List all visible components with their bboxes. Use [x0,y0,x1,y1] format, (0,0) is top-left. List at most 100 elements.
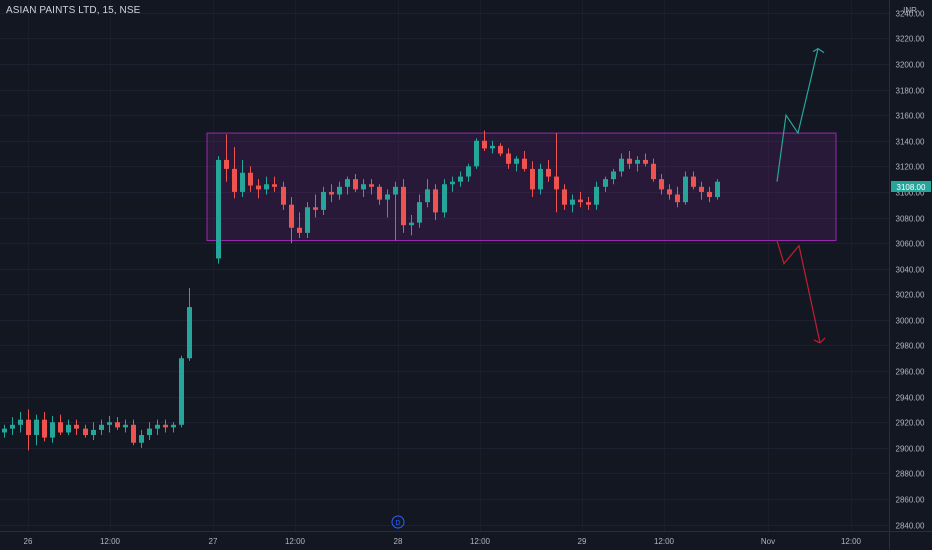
candle [594,181,599,210]
candle [240,159,245,198]
candle-body [603,179,608,187]
candle [490,140,495,154]
candle [562,184,567,210]
candle [345,176,350,195]
dividend-marker[interactable]: D [391,515,405,529]
candle-body [329,191,334,195]
candle-body [297,227,302,233]
candle [91,422,96,441]
last-price-label: 3108.00 [897,183,926,192]
candle-body [58,422,63,433]
candle-body [187,307,192,359]
candle-body [522,158,527,169]
candle [683,171,688,205]
candle-body [514,158,519,164]
candle-body [115,422,120,428]
y-tick-label: 2960.00 [896,368,925,377]
candle [603,176,608,192]
y-tick-label: 3000.00 [896,317,925,326]
y-tick-label: 3100.00 [896,189,925,198]
candle [546,159,551,182]
candle [699,181,704,200]
candle-body [554,176,559,190]
candle [50,415,55,443]
candle-body [377,186,382,200]
candle [377,184,382,205]
grid-lines [0,13,889,526]
candle-body [466,166,471,177]
y-tick-label: 3020.00 [896,291,925,300]
candle [425,179,430,208]
candle [187,287,192,361]
candle [139,429,144,448]
candle-body [139,435,144,443]
candle-body [611,171,616,180]
candle [466,163,471,182]
candle-body [627,158,632,164]
candle-body [18,419,23,425]
x-tick-label: 12:00 [841,537,862,546]
candle-body [74,424,79,429]
y-tick-label: 2880.00 [896,470,925,479]
candle [163,419,168,433]
candle-body [2,428,7,433]
candle-body [289,204,294,228]
price-axis[interactable]: INR 2840.00 2860.00 2880.00 2900.00 2920.00 2… [896,6,925,531]
candle-body [498,145,503,154]
candle-body [248,172,253,186]
y-tick-label: 2940.00 [896,394,925,403]
candle [675,186,680,208]
candle-body [34,419,39,436]
y-tick-label: 3180.00 [896,87,925,96]
candle-body [409,222,414,226]
candle [482,130,487,151]
projection-up-line[interactable] [776,48,819,182]
x-tick-label: 12:00 [100,537,121,546]
candle-body [107,422,112,425]
projection-layer [776,47,826,344]
candle-body [635,159,640,164]
candle-body [474,140,479,167]
candle-body [321,191,326,210]
candle-body [99,424,104,430]
dividend-marker-label: D [395,520,400,527]
candle-body [578,199,583,203]
candle [538,163,543,195]
candle-body [123,424,128,428]
candle-body [281,186,286,205]
symbol-title: ASIAN PAINTS LTD, 15, NSE [6,5,141,16]
candle [58,414,63,436]
candle-body [369,184,374,187]
candle [554,133,559,213]
candle [26,409,31,451]
candle-body [240,172,245,192]
candle [393,181,398,241]
x-tick-label: 27 [209,537,218,546]
y-tick-label: 3160.00 [896,112,925,121]
candle [115,417,120,430]
candle [578,191,583,208]
candle-body [570,199,575,205]
candle [691,171,696,190]
candle-body [417,202,422,223]
time-axis[interactable]: 26 12:00 27 12:00 28 12:00 29 12:00 Nov 12:00 [24,537,862,546]
x-tick-label: 12:00 [470,537,491,546]
candle-body [490,145,495,149]
candle [522,150,527,172]
range-box[interactable] [206,132,837,242]
y-tick-label: 2920.00 [896,419,925,428]
candle [216,156,221,264]
candle [442,179,447,218]
candle-body [562,189,567,205]
candle [715,179,720,200]
candle-body [163,424,168,428]
projection-down-line[interactable] [776,240,821,344]
candle-body [10,424,15,429]
candle [321,186,326,215]
candles-layer [2,130,720,451]
candle [337,181,342,200]
y-tick-label: 3060.00 [896,240,925,249]
candle [297,212,302,238]
candle-body [50,422,55,438]
